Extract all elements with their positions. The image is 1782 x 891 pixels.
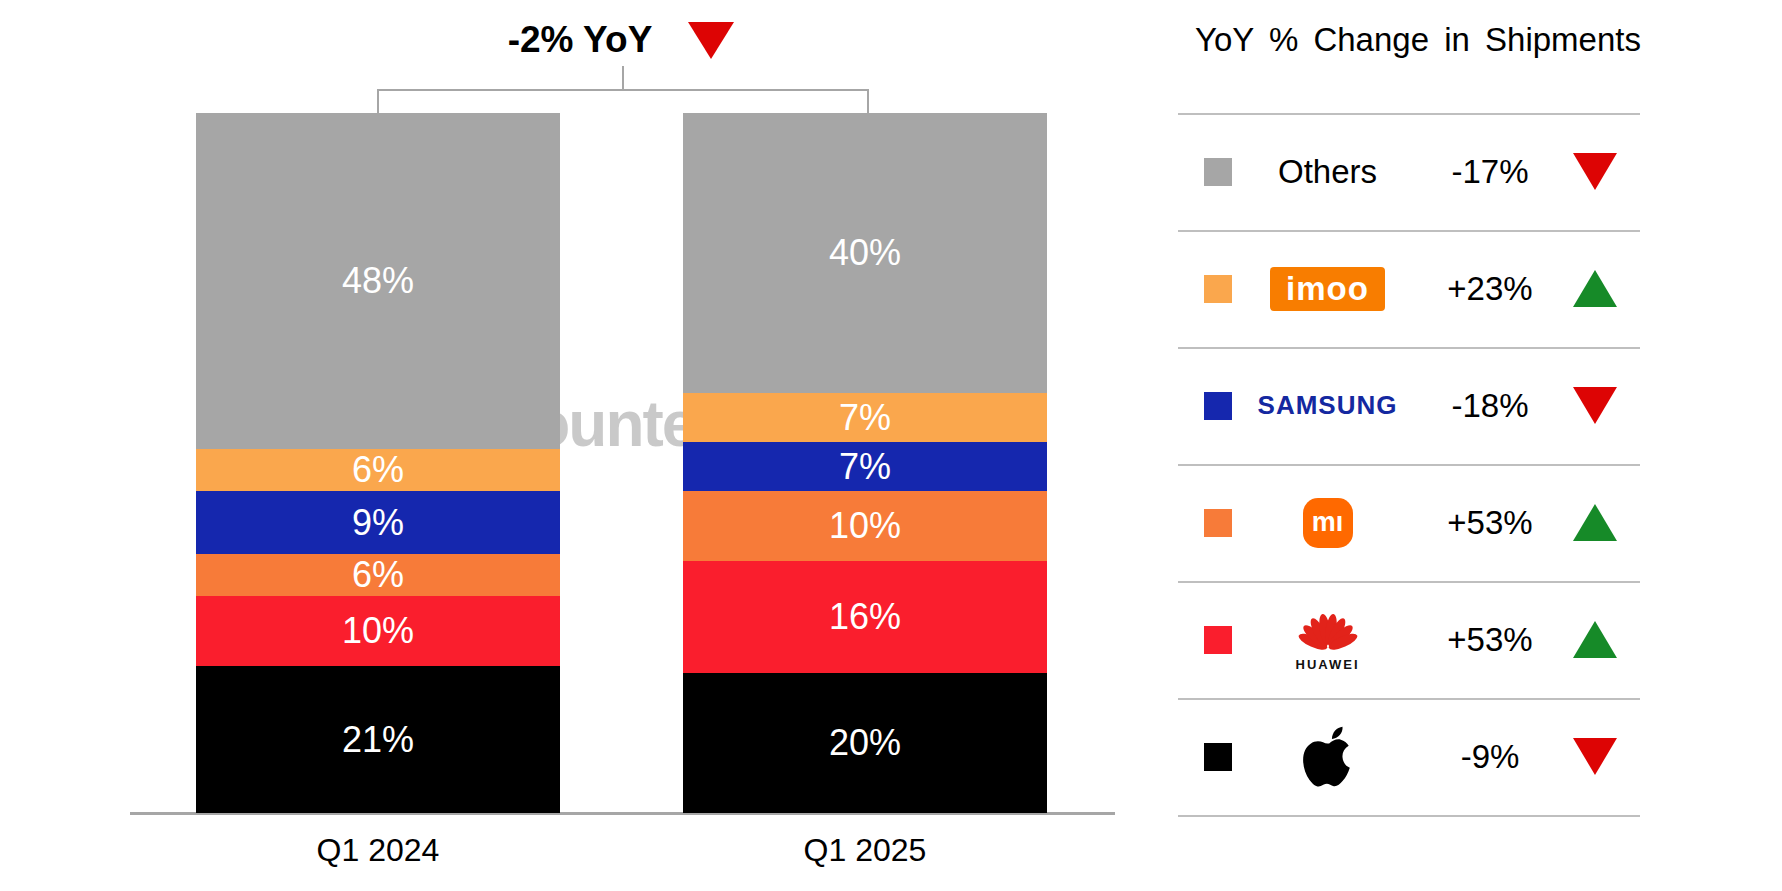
- xiaomi-mi-logo: mı: [1303, 498, 1353, 548]
- legend-row-huawei: HUAWEI +53%: [1178, 581, 1640, 698]
- bar-segment-xiaomi: 10%: [683, 491, 1047, 561]
- xiaomi-trend-triangle-icon: [1573, 504, 1617, 541]
- xiaomi-color-swatch: [1204, 509, 1232, 537]
- bar-segment-samsung: 7%: [683, 442, 1047, 491]
- segment-value-label: 10%: [829, 508, 901, 544]
- bracket-right-drop: [867, 89, 869, 113]
- samsung-logo: SAMSUNG: [1258, 390, 1398, 421]
- apple-trend-triangle-icon: [1573, 738, 1617, 775]
- legend-row-samsung: SAMSUNG -18%: [1178, 347, 1640, 464]
- legend-row-others: Others -17%: [1178, 113, 1640, 230]
- bar-segment-others: 48%: [196, 113, 560, 449]
- bar-segment-imoo: 7%: [683, 393, 1047, 442]
- segment-value-label: 6%: [352, 452, 404, 488]
- bracket-horizontal-line: [377, 89, 869, 91]
- legend-row-xiaomi: mı +53%: [1178, 464, 1640, 581]
- huawei-change-value: +53%: [1420, 581, 1560, 698]
- imoo-trend-triangle-icon: [1573, 270, 1617, 307]
- segment-value-label: 10%: [342, 613, 414, 649]
- others-change-value: -17%: [1420, 113, 1560, 230]
- segment-value-label: 16%: [829, 599, 901, 635]
- segment-value-label: 48%: [342, 263, 414, 299]
- samsung-trend-triangle-icon: [1573, 387, 1617, 424]
- bar-segment-apple: 20%: [683, 673, 1047, 813]
- segment-value-label: 7%: [839, 449, 891, 485]
- x-tick-q1-2025: Q1 2025: [755, 832, 975, 869]
- xiaomi-change-value: +53%: [1420, 464, 1560, 581]
- legend-row-imoo: imoo +23%: [1178, 230, 1640, 347]
- shipments-chart-canvas: -2% YoY 48% 6% 9% 6% 10% 21% 40% 7% 7% 10% 16% 20%…: [0, 0, 1782, 891]
- bar-segment-imoo: 6%: [196, 449, 560, 491]
- apple-logo-icon: [1300, 724, 1356, 790]
- segment-value-label: 40%: [829, 235, 901, 271]
- bracket-left-drop: [377, 89, 379, 113]
- others-color-swatch: [1204, 158, 1232, 186]
- stacked-bar-q1-2025: 40% 7% 7% 10% 16% 20%: [683, 113, 1047, 813]
- apple-color-swatch: [1204, 743, 1232, 771]
- segment-value-label: 21%: [342, 722, 414, 758]
- samsung-color-swatch: [1204, 392, 1232, 420]
- samsung-change-value: -18%: [1420, 347, 1560, 464]
- huawei-logo-icon: [1297, 607, 1359, 655]
- yoy-down-triangle-icon: [688, 22, 734, 59]
- imoo-color-swatch: [1204, 275, 1232, 303]
- legend-title: YoY % Change in Shipments: [1195, 21, 1641, 59]
- legend-row-apple: -9%: [1178, 698, 1640, 815]
- bar-segment-huawei: 16%: [683, 561, 1047, 673]
- segment-value-label: 9%: [352, 505, 404, 541]
- yoy-summary-label: -2% YoY: [455, 19, 705, 61]
- stacked-bar-q1-2024: 48% 6% 9% 6% 10% 21%: [196, 113, 560, 813]
- others-label: Others: [1278, 153, 1377, 191]
- legend-divider: [1178, 815, 1640, 817]
- huawei-trend-triangle-icon: [1573, 621, 1617, 658]
- bar-segment-others: 40%: [683, 113, 1047, 393]
- huawei-color-swatch: [1204, 626, 1232, 654]
- bar-segment-samsung: 9%: [196, 491, 560, 554]
- imoo-logo: imoo: [1270, 267, 1385, 311]
- apple-change-value: -9%: [1420, 698, 1560, 815]
- bracket-center-tick: [622, 66, 624, 89]
- bar-segment-xiaomi: 6%: [196, 554, 560, 596]
- segment-value-label: 6%: [352, 557, 404, 593]
- x-tick-q1-2024: Q1 2024: [268, 832, 488, 869]
- huawei-wordmark: HUAWEI: [1296, 657, 1360, 672]
- segment-value-label: 7%: [839, 400, 891, 436]
- others-trend-triangle-icon: [1573, 153, 1617, 190]
- imoo-change-value: +23%: [1420, 230, 1560, 347]
- bar-segment-apple: 21%: [196, 666, 560, 813]
- bar-segment-huawei: 10%: [196, 596, 560, 666]
- segment-value-label: 20%: [829, 725, 901, 761]
